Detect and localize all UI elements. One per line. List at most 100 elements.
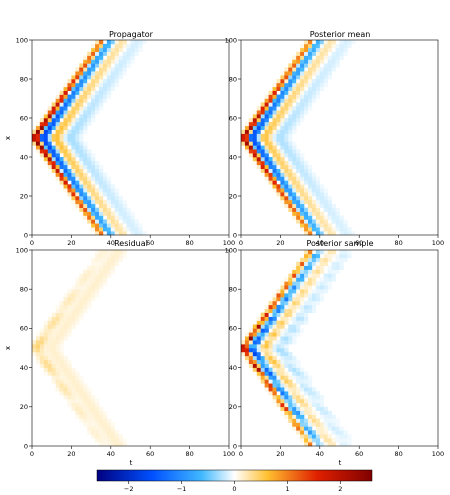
colorbar: −2 −1 0 1 2	[96, 469, 373, 493]
heatmap-cell	[39, 137, 45, 142]
heatmap-cell	[67, 297, 72, 302]
heatmap-cell	[315, 223, 321, 228]
heatmap-cell	[51, 367, 56, 372]
heatmap-cell	[335, 223, 340, 228]
heatmap-cell	[59, 160, 64, 166]
heatmap-cell	[87, 387, 92, 392]
heatmap-cell	[304, 227, 309, 232]
heatmap-cell	[67, 395, 72, 400]
heatmap-cell	[272, 387, 277, 392]
heatmap-cell	[304, 257, 309, 263]
heatmap-cell	[79, 312, 84, 317]
heatmap-cell	[288, 121, 293, 127]
heatmap-cell	[331, 414, 336, 419]
heatmap-cell	[280, 141, 285, 146]
heatmap-cell	[256, 121, 261, 127]
heatmap-cell	[315, 293, 321, 298]
heatmap-cell	[252, 355, 258, 361]
heatmap-cell	[122, 253, 127, 259]
heatmap-cell	[280, 379, 285, 384]
heatmap-cell	[95, 430, 100, 435]
y-tick-label: 80	[20, 75, 28, 83]
heatmap-cell	[296, 277, 301, 282]
heatmap-cell	[276, 164, 281, 169]
heatmap-cell	[327, 47, 332, 52]
x-tick-label: 100	[223, 450, 235, 458]
heatmap-cell	[256, 332, 261, 337]
heatmap-cell	[288, 312, 293, 317]
heatmap-cell	[288, 67, 293, 72]
heatmap-cell	[256, 110, 261, 115]
heatmap-cell	[315, 207, 321, 212]
x-tick-label: 80	[185, 239, 193, 247]
heatmap-cell	[264, 367, 269, 372]
heatmap-cell	[110, 219, 116, 224]
heatmap-cell	[55, 114, 60, 119]
heatmap-cell	[122, 211, 127, 216]
heatmap-cell	[311, 192, 317, 197]
heatmap-cell	[304, 160, 309, 166]
heatmap-cell	[83, 67, 88, 72]
heatmap-cell	[296, 312, 301, 317]
heatmap-cell	[102, 67, 108, 72]
heatmap-cell	[118, 47, 123, 52]
heatmap-cell	[284, 199, 289, 205]
heatmap-cell	[339, 231, 344, 236]
heatmap-cell	[323, 43, 328, 49]
heatmap-cell	[91, 47, 96, 52]
heatmap-cell	[252, 363, 258, 368]
heatmap-cell	[95, 82, 100, 88]
heatmap-cell	[307, 172, 313, 177]
x-tick-label: 80	[394, 450, 402, 458]
heatmap-cell	[75, 304, 80, 310]
heatmap-cell	[296, 196, 301, 201]
heatmap-cell	[106, 219, 112, 224]
heatmap-cell	[110, 227, 116, 232]
heatmap-cell	[110, 86, 116, 91]
heatmap-cell	[71, 157, 76, 162]
heatmap-cell	[241, 340, 246, 345]
heatmap-cell	[284, 281, 289, 286]
heatmap-cell	[343, 47, 348, 52]
x-axis-label: t	[130, 459, 133, 467]
heatmap-cell	[311, 422, 317, 427]
y-tick-label: 40	[20, 364, 28, 372]
heatmap-cell	[268, 180, 273, 185]
heatmap-cell	[83, 63, 88, 68]
heatmap-cell	[296, 63, 301, 68]
heatmap-cell	[323, 426, 328, 431]
heatmap-cell	[122, 71, 127, 76]
heatmap-cell	[98, 215, 104, 220]
heatmap-cell	[288, 98, 293, 103]
heatmap-cell	[102, 47, 108, 52]
heatmap-cell	[276, 160, 281, 166]
heatmap-cell	[319, 211, 325, 216]
heatmap-cell	[300, 410, 305, 415]
heatmap-cell	[307, 203, 313, 208]
heatmap-cell	[304, 164, 309, 169]
heatmap-cell	[284, 383, 289, 388]
heatmap-cell	[87, 211, 92, 216]
heatmap-cell	[244, 355, 250, 361]
heatmap-cell	[102, 43, 108, 49]
heatmap-cell	[327, 63, 332, 68]
heatmap-cell	[102, 422, 108, 427]
heatmap-cell	[79, 63, 84, 68]
heatmap-cell	[248, 355, 254, 361]
heatmap-cell	[63, 320, 68, 325]
heatmap-cell	[288, 160, 293, 166]
heatmap-cell	[118, 199, 123, 205]
heatmap-cell	[75, 75, 80, 80]
heatmap-cell	[67, 133, 72, 138]
heatmap-cell	[43, 114, 49, 119]
heatmap-cell	[284, 363, 289, 368]
heatmap-cell	[311, 207, 317, 212]
heatmap-cell	[71, 106, 76, 111]
heatmap-cell	[292, 121, 297, 127]
heatmap-cell	[311, 402, 317, 408]
heatmap-cell	[63, 293, 68, 298]
heatmap-cell	[114, 63, 119, 68]
heatmap-cell	[91, 257, 96, 263]
heatmap-cell	[87, 196, 92, 201]
heatmap-cell	[102, 253, 108, 259]
